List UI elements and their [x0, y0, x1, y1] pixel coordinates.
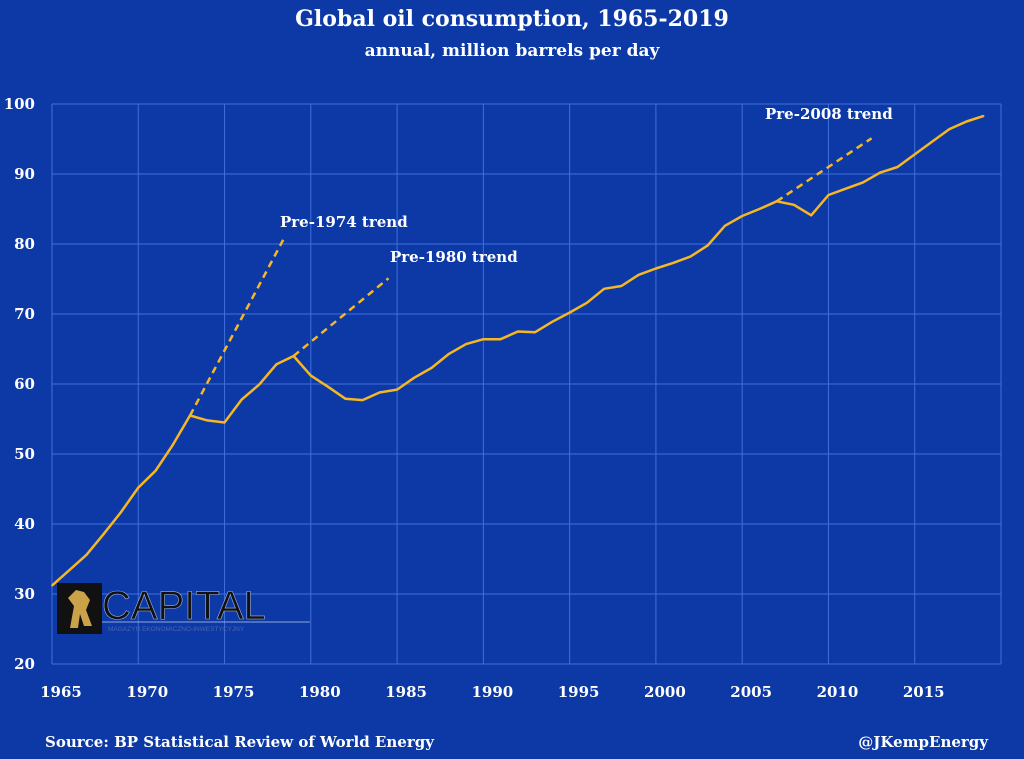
annotation-pre-1974: Pre-1974 trend [280, 213, 408, 231]
x-tick-label: 1980 [299, 683, 341, 701]
data-point [568, 311, 571, 314]
data-point [620, 285, 623, 287]
data-point [275, 363, 278, 366]
y-tick-label: 50 [14, 445, 35, 463]
data-point [775, 200, 778, 203]
data-point [810, 214, 812, 217]
data-point [706, 244, 709, 247]
y-tick-label: 30 [14, 585, 35, 603]
data-point [844, 187, 847, 190]
y-tick-label: 70 [14, 305, 35, 323]
data-point [879, 171, 882, 174]
capital-logo: CAPITAL MAGAZYN EKONOMICZNO-INWESTYCYJNY [57, 583, 310, 634]
data-point [430, 367, 433, 369]
data-point [223, 421, 226, 424]
data-point [396, 388, 398, 391]
data-point [361, 399, 364, 401]
annotation-pre-1980: Pre-1980 trend [390, 248, 518, 266]
data-point [827, 194, 830, 196]
y-tick-label: 60 [14, 375, 35, 393]
data-point [258, 383, 260, 386]
trend-line [292, 277, 390, 357]
data-point [413, 376, 416, 379]
x-axis-ticks: 1965 1970 1975 1980 1985 1990 1995 2000 2005 2010… [40, 683, 944, 701]
y-tick-label: 100 [4, 95, 35, 113]
x-tick-label: 2015 [903, 683, 945, 701]
x-tick-label: 1990 [471, 683, 513, 701]
data-point [120, 511, 122, 513]
data-point [344, 397, 347, 400]
data-point [793, 204, 795, 206]
data-point [51, 584, 53, 587]
credit: @JKempEnergy [858, 733, 989, 751]
source-note: Source: BP Statistical Review of World E… [45, 733, 435, 751]
trend-lines [188, 137, 873, 417]
grid [51, 103, 1002, 665]
data-point [171, 444, 174, 446]
data-point [931, 141, 933, 143]
data-point [154, 470, 157, 472]
data-point [637, 274, 640, 276]
data-point [292, 355, 295, 357]
data-point [586, 302, 588, 304]
data-point [379, 391, 381, 394]
trend-line [188, 239, 285, 417]
data-point [948, 128, 951, 130]
chart-subtitle: annual, million barrels per day [365, 41, 661, 61]
y-tick-label: 80 [14, 235, 35, 253]
x-tick-label: 1985 [385, 683, 427, 701]
data-point [896, 166, 899, 168]
x-tick-label: 1995 [558, 683, 600, 701]
y-axis-ticks: 20 30 40 50 60 70 80 90 100 [4, 95, 35, 673]
data-point [982, 115, 985, 117]
data-point [465, 343, 467, 345]
data-point [517, 330, 519, 333]
data-point [102, 533, 105, 535]
data-point [862, 181, 864, 184]
lion-figure-icon [68, 590, 92, 628]
data-point [551, 320, 554, 323]
data-point [310, 374, 312, 377]
trend-line [775, 137, 873, 203]
data-point [689, 255, 692, 258]
data-point [499, 338, 502, 341]
y-tick-label: 20 [14, 655, 35, 673]
data-point [206, 419, 209, 422]
logo-tagline: MAGAZYN EKONOMICZNO-INWESTYCYJNY [108, 626, 245, 633]
x-tick-label: 1965 [40, 683, 82, 701]
data-point [965, 120, 968, 123]
x-tick-label: 1975 [213, 683, 255, 701]
x-tick-label: 1970 [126, 683, 168, 701]
data-point [241, 398, 243, 401]
data-point [137, 486, 140, 489]
data-point [655, 267, 657, 270]
chart-title: Global oil consumption, 1965-2019 [295, 6, 729, 32]
data-point [534, 331, 536, 334]
series [51, 114, 985, 587]
y-tick-label: 40 [14, 515, 35, 533]
data-point [68, 569, 71, 571]
x-tick-label: 2005 [730, 683, 772, 701]
data-point [741, 215, 743, 217]
data-point [672, 262, 674, 264]
data-point [448, 353, 450, 355]
data-point [482, 338, 485, 341]
annotation-pre-2008: Pre-2008 trend [765, 105, 893, 123]
data-point [327, 386, 329, 388]
data-point [603, 288, 605, 290]
y-tick-label: 90 [14, 165, 35, 183]
data-point [758, 208, 761, 210]
data-point [913, 153, 916, 156]
data-point [189, 414, 191, 417]
logo-text: CAPITAL [102, 584, 266, 628]
data-point [85, 554, 88, 556]
x-tick-label: 2010 [817, 683, 859, 701]
data-point [724, 225, 726, 227]
x-tick-label: 2000 [644, 683, 686, 701]
